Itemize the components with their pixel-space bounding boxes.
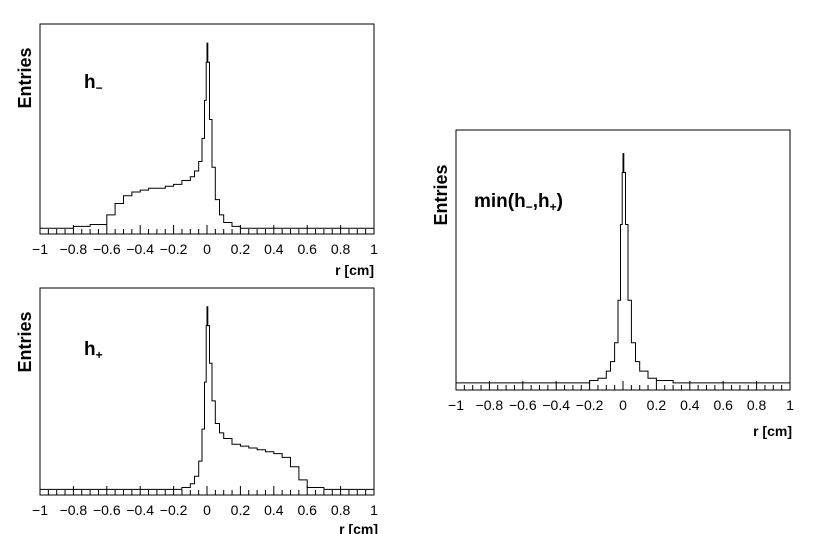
y-axis-label: Entries: [431, 164, 451, 225]
x-tick-label: −1: [448, 397, 464, 413]
x-axis-ticks: [39, 225, 375, 234]
x-axis-label: r [cm]: [753, 423, 792, 439]
panel-h-plus: −1 −0.8 −0.6 −0.4 −0.2 0 0.2 0.4 0.6 0.8 1 r [cm] …: [15, 287, 378, 534]
histogram-name: h+: [84, 339, 103, 362]
x-tick-label: −1: [32, 502, 48, 518]
x-tick-label: 0.8: [747, 397, 767, 413]
x-tick-label: −0.4: [126, 502, 154, 518]
x-axis-tick-labels: −1 −0.8 −0.6 −0.4 −0.2 0 0.2 0.4 0.6 0.8 1: [448, 397, 794, 413]
x-tick-label: −0.6: [93, 241, 121, 257]
x-tick-label: 0.4: [680, 397, 700, 413]
x-tick-label: −0.6: [509, 397, 537, 413]
histogram-name: min(h−,h+): [474, 191, 563, 214]
x-tick-label: −0.8: [476, 397, 504, 413]
histogram-name: h−: [84, 72, 103, 95]
x-tick-label: 0.4: [264, 241, 284, 257]
y-axis-label: Entries: [15, 47, 35, 108]
x-tick-label: −0.6: [93, 502, 121, 518]
x-tick-label: 0.2: [231, 241, 251, 257]
x-tick-label: 0: [619, 397, 627, 413]
x-tick-label: 0.6: [297, 241, 317, 257]
x-tick-label: 0: [203, 241, 211, 257]
x-tick-label: −0.8: [60, 502, 88, 518]
x-tick-label: 0.8: [331, 502, 351, 518]
x-axis-tick-labels: −1 −0.8 −0.6 −0.4 −0.2 0 0.2 0.4 0.6 0.8 1: [32, 241, 378, 257]
histogram-curve: [40, 42, 374, 229]
histogram-curve: [456, 153, 790, 384]
x-tick-label: 1: [370, 241, 378, 257]
x-axis-ticks: [455, 381, 791, 390]
x-tick-label: 0: [203, 502, 211, 518]
y-axis-label: Entries: [15, 311, 35, 372]
x-tick-label: −1: [32, 241, 48, 257]
x-tick-label: −0.2: [160, 502, 188, 518]
x-tick-label: −0.2: [160, 241, 188, 257]
x-tick-label: 0.6: [297, 502, 317, 518]
x-tick-label: −0.2: [576, 397, 604, 413]
panel-min-h: −1 −0.8 −0.6 −0.4 −0.2 0 0.2 0.4 0.6 0.8 1 r [cm] …: [431, 129, 794, 439]
x-axis-ticks: [39, 486, 375, 495]
x-tick-label: 1: [786, 397, 794, 413]
histogram-curve: [40, 306, 374, 490]
x-tick-label: 0.2: [647, 397, 667, 413]
x-tick-label: −0.4: [126, 241, 154, 257]
x-axis-tick-labels: −1 −0.8 −0.6 −0.4 −0.2 0 0.2 0.4 0.6 0.8 1: [32, 502, 378, 518]
x-axis-label: r [cm]: [335, 262, 374, 278]
x-tick-label: −0.8: [60, 241, 88, 257]
x-tick-label: 0.6: [713, 397, 733, 413]
panel-h-minus: −1 −0.8 −0.6 −0.4 −0.2 0 0.2 0.4 0.6 0.8 1 r [cm] …: [15, 23, 378, 278]
x-axis-label: r [cm]: [339, 521, 378, 534]
x-tick-label: 1: [370, 502, 378, 518]
x-tick-label: −0.4: [542, 397, 570, 413]
x-tick-label: 0.2: [231, 502, 251, 518]
x-tick-label: 0.4: [264, 502, 284, 518]
x-tick-label: 0.8: [331, 241, 351, 257]
